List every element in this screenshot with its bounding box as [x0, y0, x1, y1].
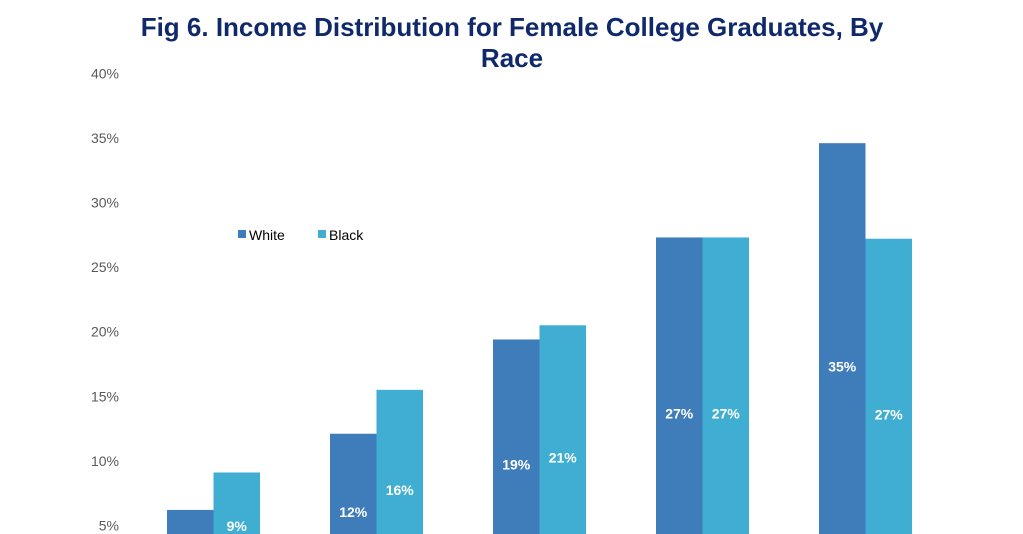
legend-swatch-white — [238, 230, 246, 238]
bar-white — [819, 143, 866, 534]
y-tick-label: 15% — [91, 388, 119, 404]
data-label: 27% — [665, 406, 694, 422]
bar-black — [865, 238, 912, 534]
bar-black — [213, 472, 260, 534]
y-tick-label: 5% — [99, 517, 119, 533]
y-tick-label: 20% — [91, 324, 119, 340]
bar-black — [376, 389, 423, 534]
data-label: 16% — [386, 482, 415, 498]
data-label: 9% — [227, 518, 248, 534]
y-tick-label: 30% — [91, 195, 119, 211]
data-label: 19% — [502, 457, 531, 473]
y-tick-label: 25% — [91, 259, 119, 275]
data-label: 12% — [339, 504, 368, 520]
data-label: 27% — [875, 406, 904, 422]
bar-black — [702, 237, 749, 534]
data-label: 27% — [712, 406, 741, 422]
bar-black — [539, 325, 586, 534]
data-label: 35% — [828, 359, 857, 375]
legend-swatch-black — [318, 230, 326, 238]
bar-white — [167, 509, 214, 534]
chart-title: Fig 6. Income Distribution for Female Co… — [140, 12, 884, 73]
legend-label: White — [249, 227, 285, 243]
y-tick-label: 40% — [91, 65, 119, 81]
y-tick-label: 10% — [91, 453, 119, 469]
data-label: 21% — [549, 450, 578, 466]
legend-label: Black — [329, 227, 364, 243]
bar-white — [330, 433, 377, 534]
y-tick-label: 35% — [91, 130, 119, 146]
bar-white — [493, 339, 540, 534]
bar-white — [656, 237, 703, 534]
